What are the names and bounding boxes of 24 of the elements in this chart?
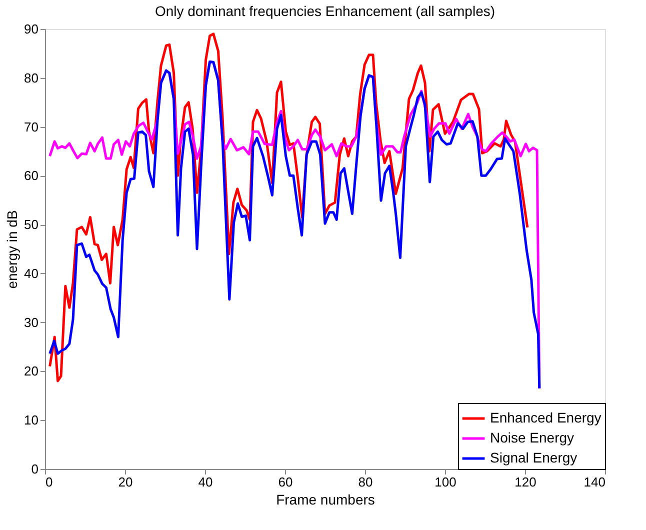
y-tick-label: 30 [24,314,38,330]
y-tick-label: 90 [24,22,38,36]
y-tick-label: 40 [24,266,38,281]
legend-label: Signal Energy [490,450,578,466]
x-tick-label: 0 [46,474,53,490]
y-tick-label: 80 [24,70,38,86]
x-tick-label: 140 [584,474,606,490]
x-tick-label: 40 [198,474,213,490]
chart-title: Only dominant frequencies Enhancement (all samples) [154,3,496,19]
x-tick-label: 20 [118,474,133,490]
x-tick-label: 100 [434,474,456,490]
x-tick-label: 120 [514,474,536,490]
y-tick-label: 20 [24,364,38,379]
y-tick-label: 60 [24,168,38,184]
legend-label: Noise Energy [490,430,574,446]
y-tick-label: 50 [24,217,38,232]
x-tick-label: 60 [278,474,293,490]
x-tick-label: 80 [358,474,373,490]
x-axis-title: Frame numbers [276,492,375,508]
y-tick-label: 0 [31,462,38,476]
y-tick-label: 10 [24,412,38,428]
y-axis-title: energy in dB [4,210,20,289]
y-tick-label: 70 [24,119,38,134]
legend-label: Enhanced Energy [490,410,602,426]
